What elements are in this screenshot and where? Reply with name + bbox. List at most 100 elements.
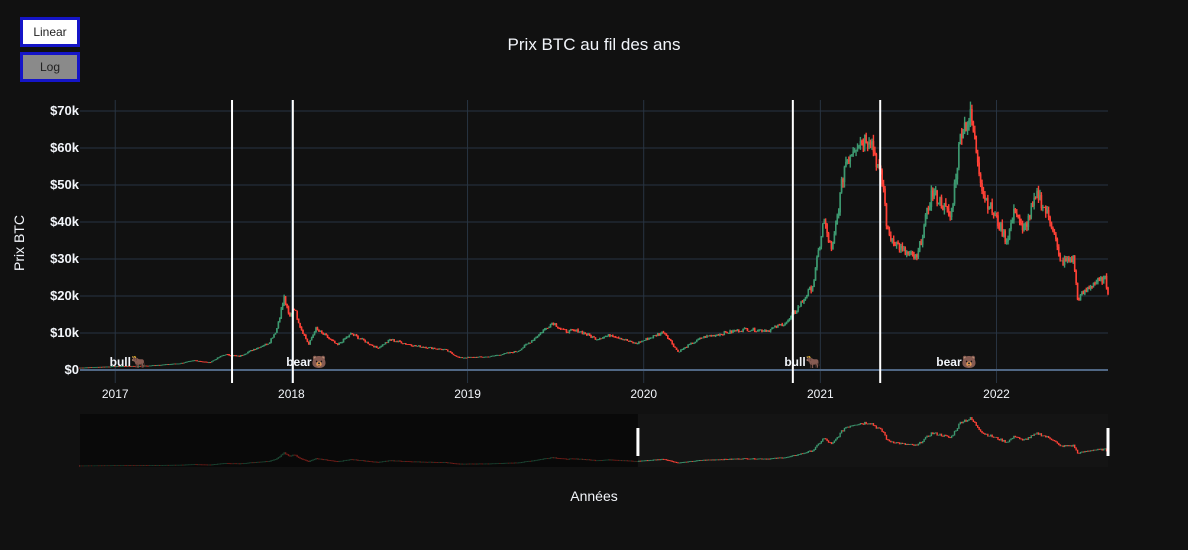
candle-body xyxy=(724,331,727,333)
candle-body xyxy=(99,366,102,368)
candle-body xyxy=(1001,223,1004,237)
candle-body xyxy=(808,287,811,290)
candle-body xyxy=(798,306,801,308)
candle-body xyxy=(942,207,944,211)
candle-body xyxy=(154,365,157,367)
candle-body xyxy=(415,345,417,347)
candle-body xyxy=(475,357,478,358)
range-slider[interactable] xyxy=(79,414,1110,467)
candle-body xyxy=(226,354,229,356)
range-slider-handle-left[interactable] xyxy=(636,428,640,456)
candle-body xyxy=(801,301,804,303)
linear-scale-button[interactable]: Linear xyxy=(20,17,80,47)
candle-body xyxy=(306,338,309,342)
candle-body xyxy=(119,366,122,368)
candle-body xyxy=(1081,292,1083,295)
candle-body xyxy=(548,327,550,328)
candle-body xyxy=(426,348,429,349)
candle-body xyxy=(1057,246,1060,255)
candle-body xyxy=(404,343,407,345)
candle-body xyxy=(86,367,89,369)
candle-body xyxy=(604,336,607,338)
candle-body xyxy=(1037,190,1040,200)
candle-body xyxy=(376,346,378,348)
candle-body xyxy=(396,341,398,343)
candle-body xyxy=(960,134,963,139)
log-scale-button[interactable]: Log xyxy=(20,52,80,82)
candle-body xyxy=(593,336,595,338)
candle-body xyxy=(580,331,582,333)
candle-body xyxy=(675,347,678,350)
candle-body xyxy=(917,250,920,257)
candle-body xyxy=(158,364,161,366)
candle-body xyxy=(106,366,109,368)
candles xyxy=(79,101,1109,369)
x-axis-title: Années xyxy=(570,488,617,504)
candle-body xyxy=(425,347,427,349)
candle-body xyxy=(1013,208,1015,221)
candle-body xyxy=(652,335,655,338)
candle-body xyxy=(930,190,933,207)
candle-body xyxy=(727,333,730,334)
candle-body xyxy=(255,348,258,350)
candle-body xyxy=(823,221,826,224)
candle-body xyxy=(888,229,891,236)
candle-body xyxy=(1049,216,1051,224)
candle-body xyxy=(920,241,923,245)
candle-body xyxy=(205,361,207,363)
candle-body xyxy=(1102,277,1105,284)
candle-body xyxy=(827,233,830,242)
candle-body xyxy=(863,134,866,147)
candle-body xyxy=(344,338,346,340)
candle-body xyxy=(913,254,915,259)
candle-body xyxy=(603,336,605,338)
candle-body xyxy=(529,342,532,344)
candle-body xyxy=(585,334,588,335)
candle-body xyxy=(769,329,772,332)
candle-body xyxy=(345,337,348,339)
candle-body xyxy=(806,295,808,299)
candle-body xyxy=(564,329,566,331)
candle-body xyxy=(474,357,477,358)
candle-body xyxy=(538,334,540,337)
candle-body xyxy=(418,345,420,347)
candle-body xyxy=(696,339,698,342)
candle-body xyxy=(639,341,642,343)
candle-body xyxy=(331,339,333,341)
candle-body xyxy=(875,154,878,168)
candle-body xyxy=(122,366,125,367)
candle-body xyxy=(141,365,144,367)
candle-body xyxy=(251,350,254,351)
candle-body xyxy=(843,166,846,183)
candle-body xyxy=(881,170,883,185)
candle-body xyxy=(866,143,869,145)
candle-body xyxy=(462,357,465,359)
candle-body xyxy=(861,141,863,143)
candle-body xyxy=(532,340,534,342)
candle-body xyxy=(800,301,802,307)
candle-body xyxy=(729,330,731,334)
candle-body xyxy=(868,141,870,145)
range-slider-handle-right[interactable] xyxy=(1106,428,1110,456)
candle-body xyxy=(832,243,834,250)
candle-body xyxy=(785,322,788,324)
candle-body xyxy=(142,365,145,367)
candle-body xyxy=(513,351,516,353)
candle-body xyxy=(442,349,445,351)
candle-body xyxy=(1014,208,1017,214)
candle-body xyxy=(766,330,769,332)
candle-body xyxy=(294,309,297,311)
candle-body xyxy=(1078,299,1080,301)
candle-body xyxy=(687,344,689,348)
candle-body xyxy=(965,122,967,131)
candle-body xyxy=(588,333,591,336)
candle-body xyxy=(296,310,298,319)
candle-body xyxy=(1033,197,1035,206)
candle-body xyxy=(575,329,578,331)
candle-body xyxy=(528,342,530,344)
candle-body xyxy=(1072,256,1075,263)
candle-body xyxy=(471,357,474,358)
candle-body xyxy=(921,237,924,245)
candle-body xyxy=(947,208,950,216)
